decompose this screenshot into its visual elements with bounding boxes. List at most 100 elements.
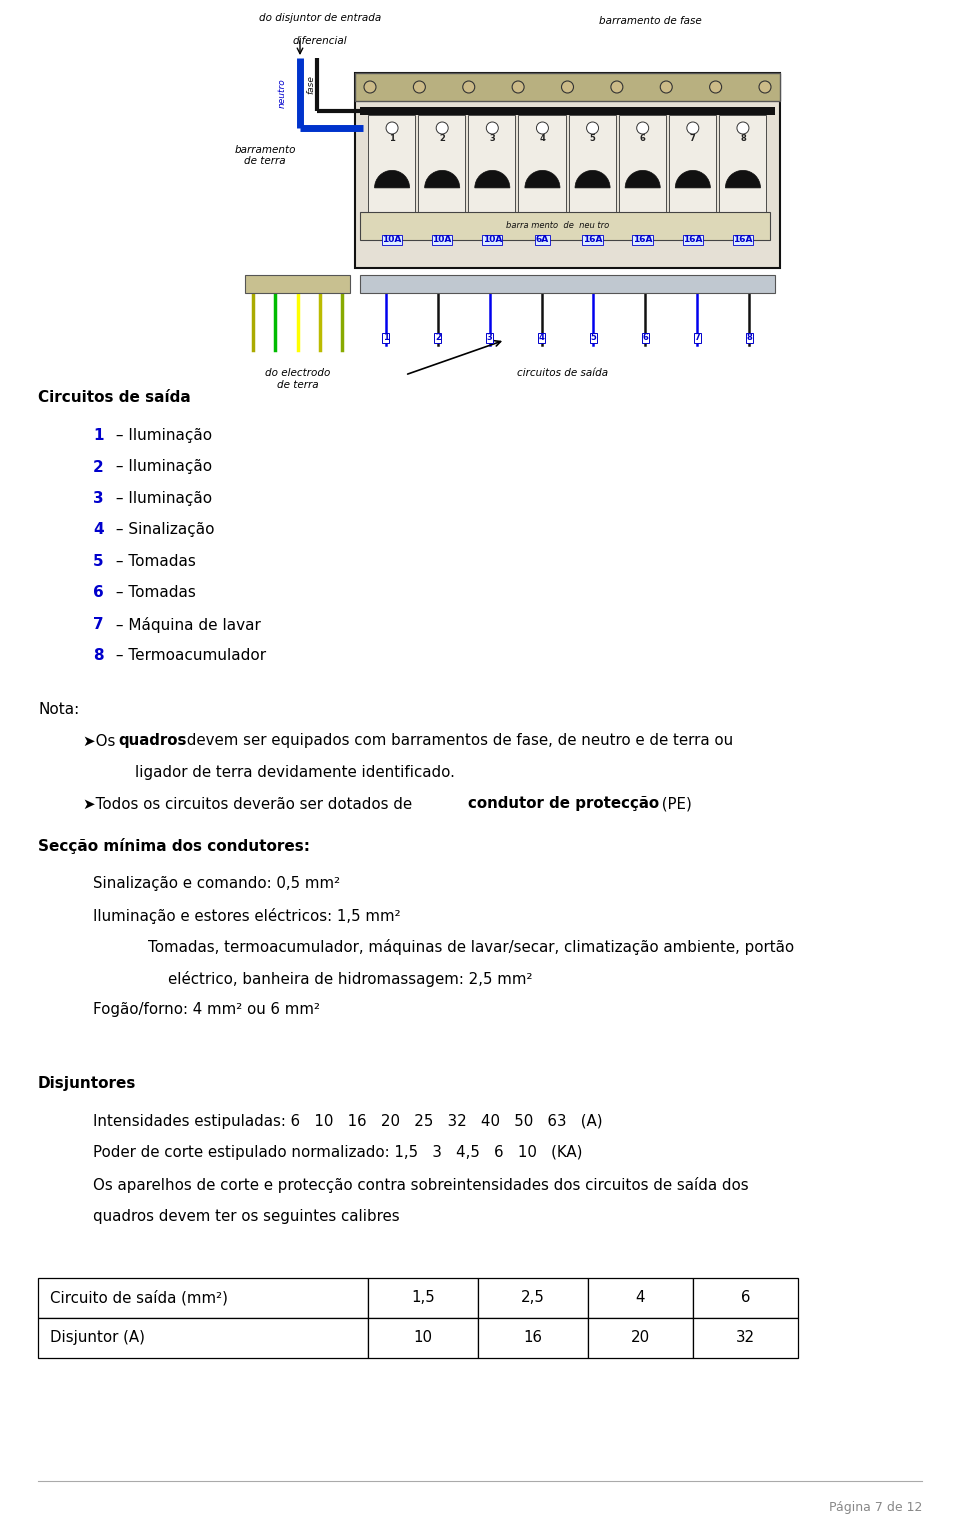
Bar bbox=[568, 114, 615, 223]
Circle shape bbox=[512, 81, 524, 93]
Text: Secção mínima dos condutores:: Secção mínima dos condutores: bbox=[38, 838, 310, 855]
Text: 10A: 10A bbox=[433, 235, 452, 244]
Text: 2: 2 bbox=[93, 459, 104, 475]
Text: Intensidades estipuladas: 6   10   16   20   25   32   40   50   63   (A): Intensidades estipuladas: 6 10 16 20 25 … bbox=[93, 1114, 603, 1129]
Wedge shape bbox=[374, 171, 410, 188]
Text: – Termoacumulador: – Termoacumulador bbox=[111, 649, 266, 664]
Bar bbox=[693, 1318, 798, 1358]
Text: Circuitos de saída: Circuitos de saída bbox=[38, 391, 191, 404]
Text: 5: 5 bbox=[93, 554, 104, 569]
Circle shape bbox=[436, 122, 448, 134]
Wedge shape bbox=[475, 171, 510, 188]
Text: neutro: neutro bbox=[277, 78, 286, 108]
Circle shape bbox=[709, 81, 722, 93]
Bar bbox=[245, 275, 350, 293]
Text: barramento
de terra: barramento de terra bbox=[234, 145, 296, 166]
Bar bbox=[468, 114, 516, 223]
Bar bbox=[368, 1318, 478, 1358]
Text: 8: 8 bbox=[746, 334, 752, 342]
Text: – Máquina de lavar: – Máquina de lavar bbox=[111, 617, 261, 633]
Circle shape bbox=[759, 81, 771, 93]
Text: do electrodo
de terra: do electrodo de terra bbox=[265, 368, 330, 389]
Text: 3: 3 bbox=[93, 491, 104, 507]
Text: 3: 3 bbox=[490, 134, 495, 143]
Text: 6: 6 bbox=[741, 1291, 751, 1306]
Text: barramento de fase: barramento de fase bbox=[599, 15, 702, 26]
Wedge shape bbox=[625, 171, 660, 188]
Bar bbox=[355, 73, 780, 269]
Text: 1,5: 1,5 bbox=[411, 1291, 435, 1306]
Text: Poder de corte estipulado normalizado: 1,5   3   4,5   6   10   (KA): Poder de corte estipulado normalizado: 1… bbox=[93, 1146, 583, 1160]
Bar bbox=[588, 1318, 693, 1358]
Text: 2: 2 bbox=[440, 134, 445, 143]
Text: (PE): (PE) bbox=[657, 797, 691, 812]
Circle shape bbox=[386, 122, 398, 134]
Text: – Iluminação: – Iluminação bbox=[111, 427, 212, 443]
Bar bbox=[478, 1318, 588, 1358]
Text: quadros devem ter os seguintes calibres: quadros devem ter os seguintes calibres bbox=[93, 1209, 399, 1224]
Text: – Iluminação: – Iluminação bbox=[111, 491, 212, 507]
Text: Disjuntores: Disjuntores bbox=[38, 1076, 136, 1091]
Text: ➤Todos os circuitos deverão ser dotados de: ➤Todos os circuitos deverão ser dotados … bbox=[83, 797, 417, 812]
Bar bbox=[360, 107, 775, 114]
Circle shape bbox=[611, 81, 623, 93]
Text: 16: 16 bbox=[523, 1331, 542, 1346]
Circle shape bbox=[414, 81, 425, 93]
Text: condutor de protecção: condutor de protecção bbox=[468, 797, 660, 812]
Text: 4: 4 bbox=[93, 522, 104, 537]
Text: 2: 2 bbox=[435, 334, 441, 342]
Circle shape bbox=[737, 122, 749, 134]
Text: 3: 3 bbox=[487, 334, 492, 342]
Bar bbox=[368, 114, 415, 223]
Text: 7: 7 bbox=[690, 134, 696, 143]
Text: Fogão/forno: 4 mm² ou 6 mm²: Fogão/forno: 4 mm² ou 6 mm² bbox=[93, 1003, 320, 1018]
Text: 1: 1 bbox=[383, 334, 389, 342]
Text: – Sinalização: – Sinalização bbox=[111, 522, 214, 537]
Bar bbox=[38, 1318, 368, 1358]
Text: fase: fase bbox=[306, 75, 316, 95]
Bar bbox=[719, 114, 766, 223]
Text: 4: 4 bbox=[540, 134, 545, 143]
Text: ligador de terra devidamente identificado.: ligador de terra devidamente identificad… bbox=[135, 765, 455, 780]
Text: 6: 6 bbox=[93, 586, 104, 601]
Circle shape bbox=[587, 122, 599, 134]
Text: circuitos de saída: circuitos de saída bbox=[517, 368, 608, 378]
Wedge shape bbox=[726, 171, 760, 188]
Bar bbox=[368, 1277, 478, 1318]
Circle shape bbox=[686, 122, 699, 134]
Text: Os aparelhos de corte e protecção contra sobreintensidades dos circuitos de saíd: Os aparelhos de corte e protecção contra… bbox=[93, 1177, 749, 1193]
Circle shape bbox=[487, 122, 498, 134]
Text: 8: 8 bbox=[740, 134, 746, 143]
Text: quadros: quadros bbox=[119, 734, 187, 748]
Text: 32: 32 bbox=[736, 1331, 756, 1346]
Text: Iluminação e estores eléctricos: 1,5 mm²: Iluminação e estores eléctricos: 1,5 mm² bbox=[93, 908, 400, 925]
Text: 20: 20 bbox=[631, 1331, 650, 1346]
Text: – Iluminação: – Iluminação bbox=[111, 459, 212, 475]
Text: Nota:: Nota: bbox=[38, 702, 80, 717]
Text: 10: 10 bbox=[414, 1331, 433, 1346]
Text: 16A: 16A bbox=[684, 235, 703, 244]
Bar bbox=[693, 1277, 798, 1318]
Circle shape bbox=[364, 81, 376, 93]
Text: 5: 5 bbox=[589, 134, 595, 143]
Text: 5: 5 bbox=[590, 334, 596, 342]
Text: 1: 1 bbox=[389, 134, 395, 143]
Bar bbox=[618, 114, 665, 223]
Text: 16A: 16A bbox=[633, 235, 653, 244]
Bar bbox=[38, 1277, 368, 1318]
Text: 8: 8 bbox=[93, 649, 104, 664]
Bar bbox=[360, 212, 770, 240]
Bar bbox=[355, 73, 780, 101]
Text: Página 7 de 12: Página 7 de 12 bbox=[828, 1502, 922, 1514]
Text: 4: 4 bbox=[539, 334, 544, 342]
Circle shape bbox=[660, 81, 672, 93]
Text: diferencial: diferencial bbox=[293, 37, 348, 46]
Text: barra mento  de  neu tro: barra mento de neu tro bbox=[506, 221, 610, 230]
Wedge shape bbox=[424, 171, 460, 188]
Text: 7: 7 bbox=[694, 334, 700, 342]
Circle shape bbox=[463, 81, 475, 93]
Text: 10A: 10A bbox=[382, 235, 401, 244]
Wedge shape bbox=[675, 171, 710, 188]
Text: 1: 1 bbox=[93, 427, 104, 443]
Text: 6: 6 bbox=[642, 334, 648, 342]
